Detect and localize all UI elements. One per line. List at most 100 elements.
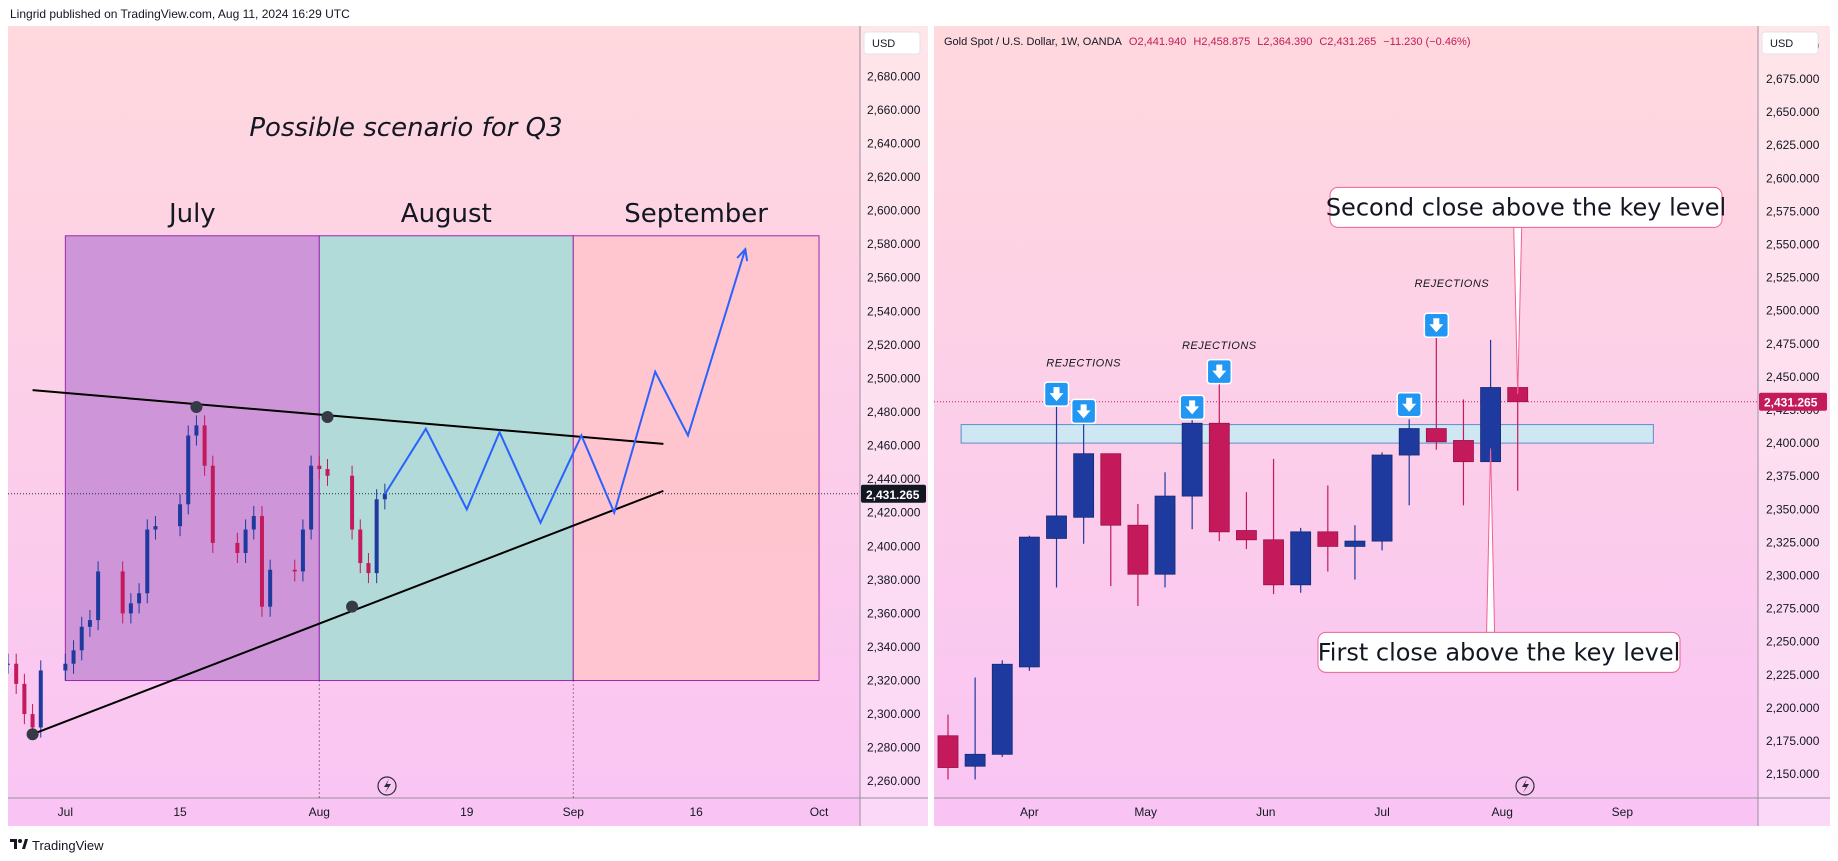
y-tick-label: 2,340.000 <box>867 640 921 654</box>
month-label: September <box>624 199 768 229</box>
price-bar <box>79 626 84 651</box>
y-tick-label: 2,680.000 <box>867 69 921 83</box>
callout-text: Second close above the key level <box>1326 193 1726 221</box>
lower-trendline <box>32 489 664 736</box>
y-tick-label: 2,560.000 <box>867 271 921 285</box>
y-tick-label: 2,520.000 <box>867 338 921 352</box>
y-tick-label: 2,460.000 <box>867 439 921 453</box>
candle-body <box>991 663 1013 755</box>
currency-button[interactable] <box>1761 31 1819 55</box>
price-bar <box>8 663 10 665</box>
x-tick-label: Jul <box>1374 805 1389 819</box>
down-arrow-icon <box>1206 358 1233 385</box>
candle-body <box>1344 540 1366 547</box>
price-bar <box>374 499 379 574</box>
pivot-point <box>26 728 39 741</box>
y-tick-label: 2,400.000 <box>1766 436 1820 450</box>
price-bar <box>96 571 101 621</box>
lightning-icon[interactable] <box>377 776 397 796</box>
y-tick-label: 2,380.000 <box>867 573 921 587</box>
candle-body <box>1181 422 1203 497</box>
y-tick-label: 2,540.000 <box>867 304 921 318</box>
candle-body <box>1046 515 1067 539</box>
price-bar <box>22 683 27 715</box>
candle-body <box>1018 536 1040 668</box>
y-tick-label: 2,500.000 <box>867 371 921 385</box>
candle-body <box>1073 453 1095 518</box>
y-tick-label: 2,600.000 <box>867 204 921 218</box>
y-tick-label: 2,550.000 <box>1766 237 1820 251</box>
legend-open: O2,441.940 <box>1129 36 1187 48</box>
tradingview-logo-icon[interactable] <box>10 837 28 851</box>
y-tick-label: 2,450.000 <box>1766 370 1820 384</box>
y-tick-label: 2,640.000 <box>867 136 921 150</box>
price-bar <box>63 663 68 671</box>
y-tick-label: 2,420.000 <box>867 506 921 520</box>
month-box <box>318 235 574 682</box>
y-tick-label: 2,580.000 <box>867 237 921 251</box>
y-tick-label: 2,500.000 <box>1766 304 1820 318</box>
y-tick-label: 2,360.000 <box>867 606 921 620</box>
x-tick-label: Apr <box>1020 805 1039 819</box>
price-axis-area <box>1758 26 1830 826</box>
weekly-chart-panel[interactable]: Second close above the key level First cl… <box>934 26 1830 826</box>
month-box <box>64 235 320 682</box>
scenario-chart[interactable]: 2,260.000 2,280.000 2,300.000 2,320.000 2,34… <box>8 26 928 826</box>
candle-body <box>1425 428 1447 443</box>
x-tick-label: Jul <box>58 805 73 819</box>
currency-button[interactable] <box>863 31 921 55</box>
callout-box <box>1317 631 1681 673</box>
y-tick-label: 2,275.000 <box>1766 602 1820 616</box>
month-box <box>572 235 820 682</box>
callout-box <box>1329 186 1723 228</box>
y-tick-label: 2,600.000 <box>1766 171 1820 185</box>
price-bar <box>292 569 297 572</box>
candle-body <box>1127 524 1149 575</box>
x-tick-label: Sep <box>563 805 585 819</box>
price-bar <box>14 663 19 684</box>
lightning-icon[interactable] <box>1515 776 1535 796</box>
price-axis-area <box>860 26 928 826</box>
down-arrow-icon <box>1396 391 1422 418</box>
y-tick-label: 2,475.000 <box>1766 337 1820 351</box>
y-tick-label: 2,320.000 <box>867 674 921 688</box>
candle-body <box>1290 531 1312 586</box>
price-bar <box>71 650 76 664</box>
tradingview-brand[interactable]: TradingView <box>32 838 104 853</box>
price-bar <box>30 714 35 728</box>
price-bar <box>38 670 43 728</box>
price-bar <box>300 529 305 572</box>
price-bar <box>382 493 387 500</box>
currency-label: USD <box>872 38 895 50</box>
legend-change: −11.230 (−0.46%) <box>1383 36 1470 48</box>
pivot-point <box>190 400 203 413</box>
scenario-arrowhead <box>736 247 749 262</box>
price-bar <box>350 475 355 530</box>
price-bar <box>210 465 215 543</box>
price-bar <box>186 435 191 505</box>
weekly-candlestick-chart[interactable]: Second close above the key level First cl… <box>934 26 1830 826</box>
candle-body <box>1208 422 1230 533</box>
x-tick-label: Oct <box>810 805 829 819</box>
publish-info: Lingrid published on TradingView.com, Au… <box>10 7 350 21</box>
legend-line: Gold Spot / U.S. Dollar, 1W, OANDA O2,441… <box>944 36 1471 48</box>
y-tick-label: 2,575.000 <box>1766 204 1820 218</box>
y-tick-label: 2,300.000 <box>867 707 921 721</box>
candle-body <box>1371 454 1393 542</box>
month-label: August <box>401 199 492 229</box>
x-tick-label: May <box>1134 805 1157 819</box>
x-tick-label: Jun <box>1256 805 1275 819</box>
y-tick-label: 2,440.000 <box>867 472 921 486</box>
x-tick-label: Aug <box>1492 805 1513 819</box>
scenario-chart-panel[interactable]: 2,260.000 2,280.000 2,300.000 2,320.000 2,34… <box>8 26 928 826</box>
price-bar <box>145 529 150 594</box>
down-arrow-icon <box>1423 312 1450 339</box>
y-tick-label: 2,250.000 <box>1766 635 1820 649</box>
price-bar <box>194 425 199 436</box>
legend-low: L2,364.390 <box>1257 36 1312 48</box>
price-bar <box>235 542 240 553</box>
upper-trendline <box>32 389 664 445</box>
candle-body <box>964 753 986 767</box>
rejection-label: REJECTIONS <box>1414 278 1489 290</box>
x-tick-label: Sep <box>1612 805 1634 819</box>
